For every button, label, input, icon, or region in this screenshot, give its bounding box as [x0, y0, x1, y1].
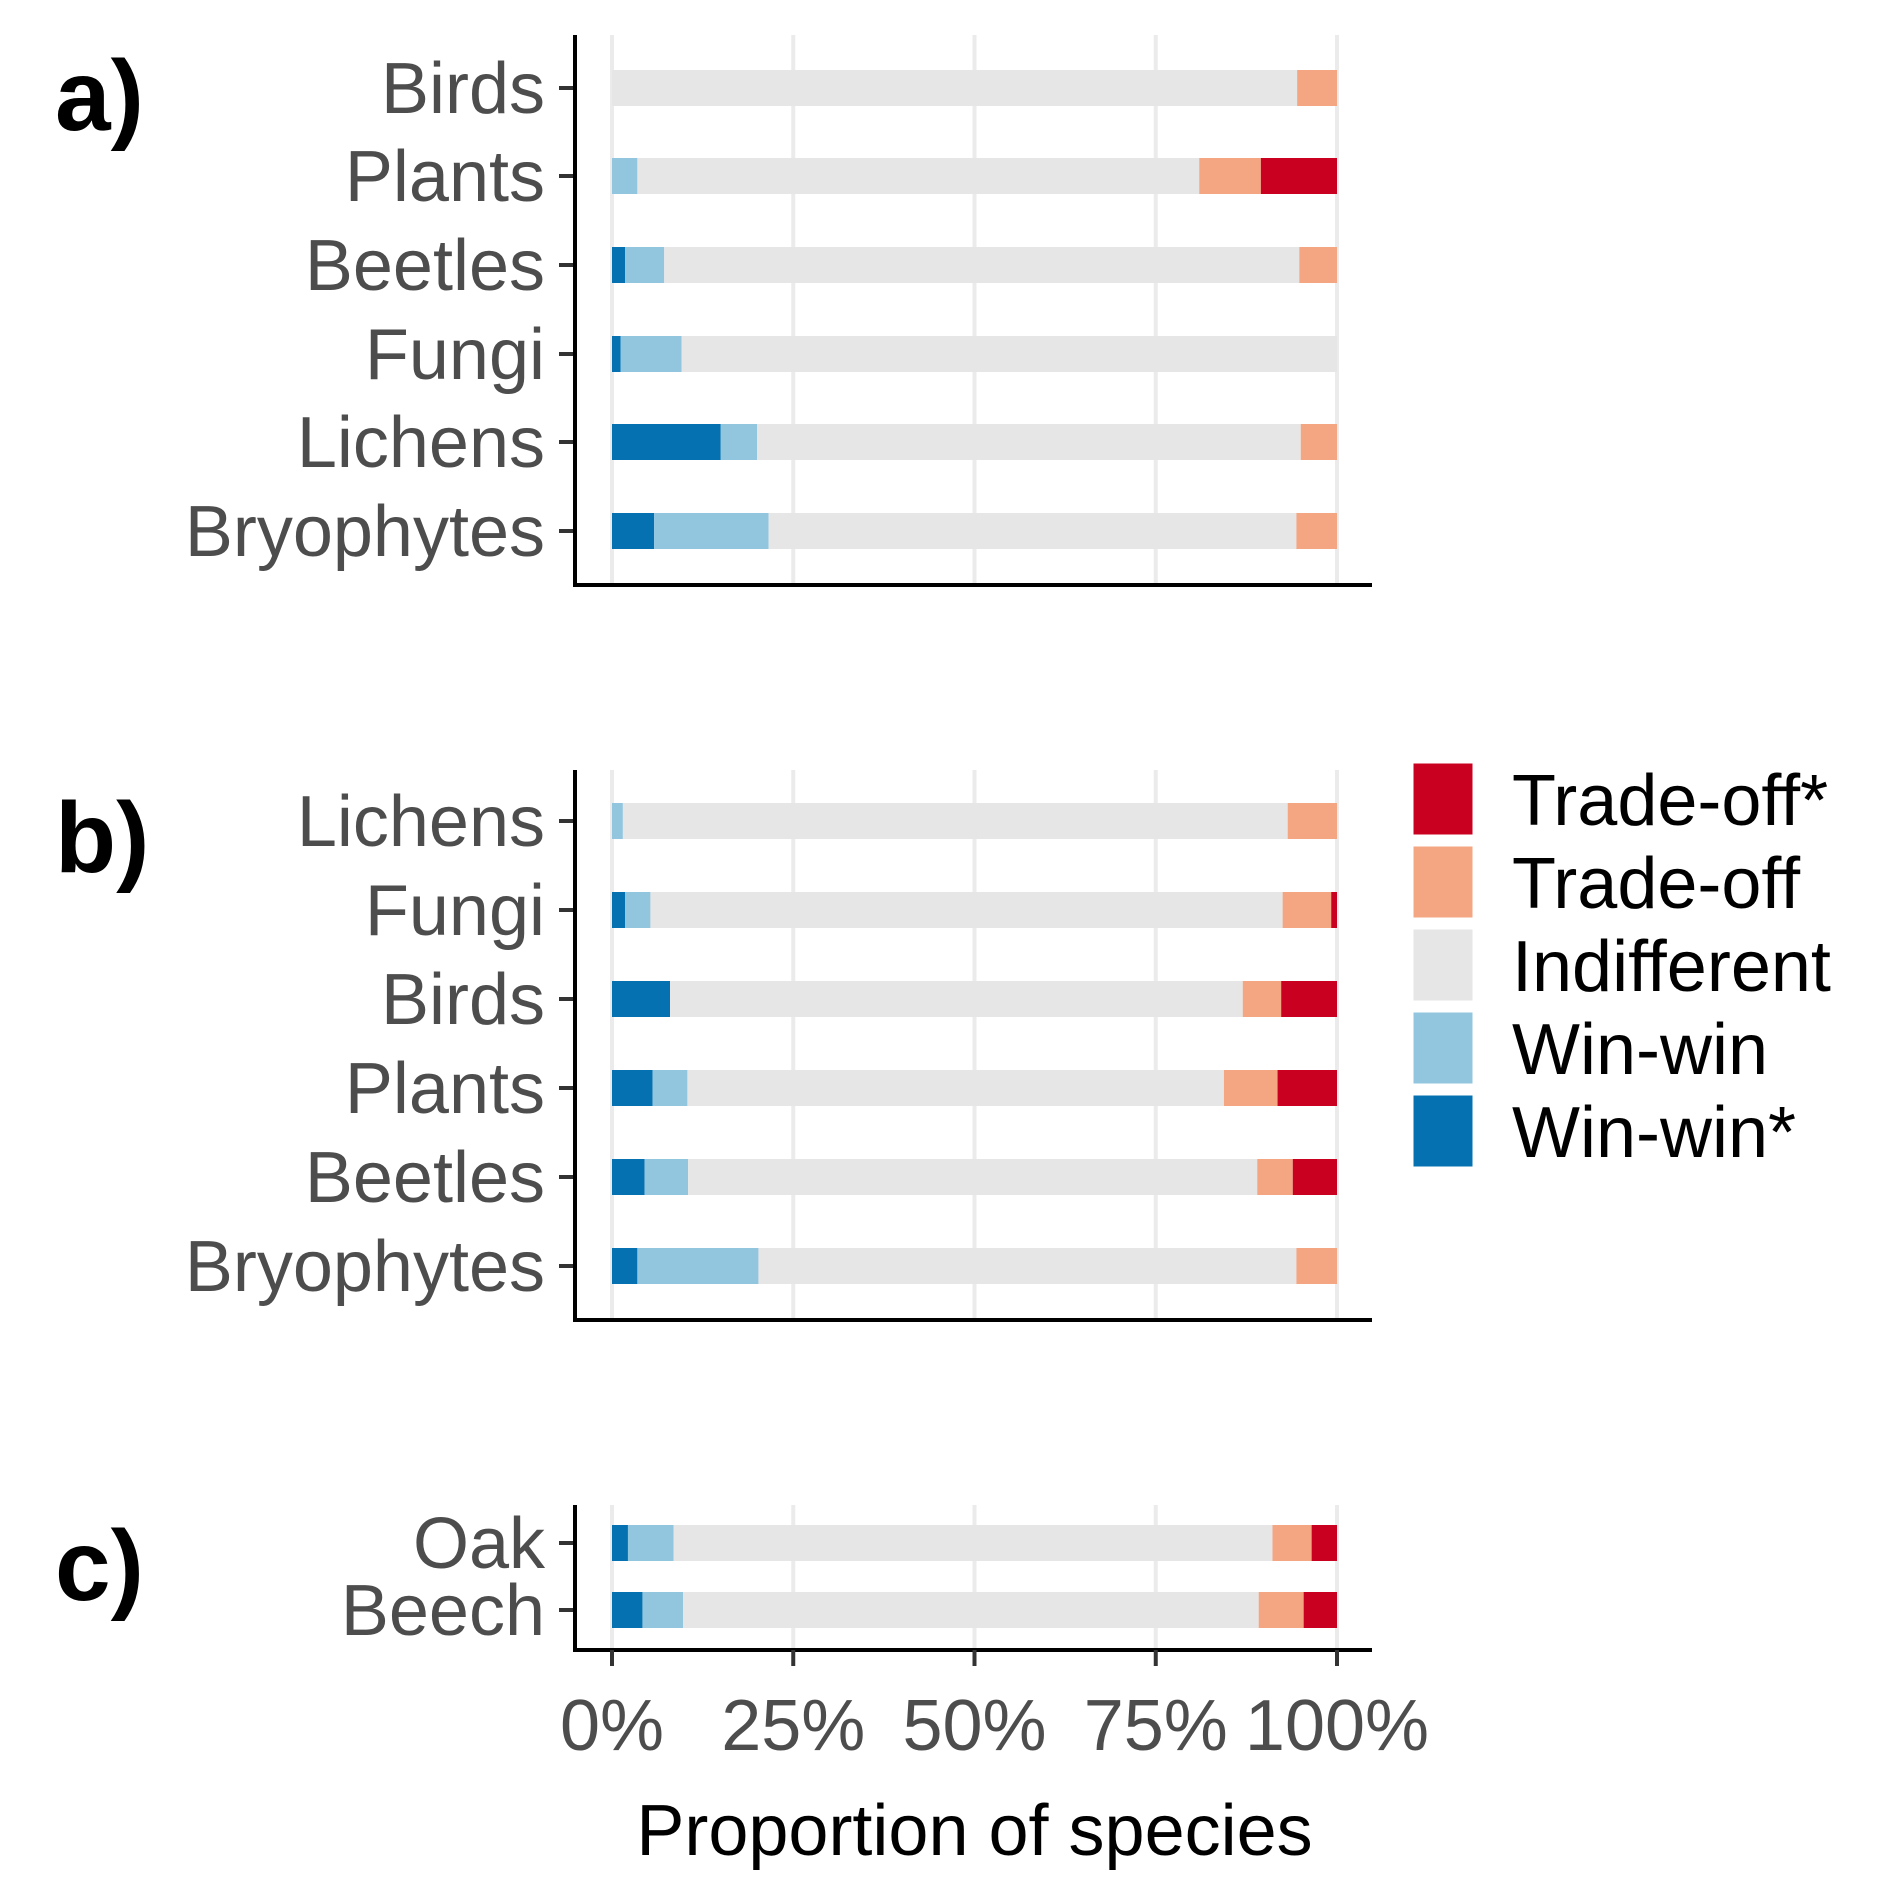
panel-a-bar-birds-trade-off — [1297, 70, 1337, 106]
panel-a-bar-beetles-win-win — [612, 247, 626, 283]
panel-b-category-label: Lichens — [297, 782, 545, 862]
panel-c-bar-beech-win-win — [642, 1592, 684, 1628]
panel-b-bar-plants-win-win — [612, 1070, 653, 1106]
panel-c-bar-beech-trade-off — [1303, 1592, 1337, 1628]
panel-b-bar-birds-trade-off — [1242, 981, 1282, 1017]
panel-b-bar-lichens-trade-off — [1287, 803, 1337, 839]
legend-swatch-trade-off — [1410, 843, 1476, 921]
panel-a-label: a) — [55, 40, 144, 152]
x-axis-title: Proportion of species — [636, 1791, 1312, 1871]
panel-c-label: c) — [55, 1510, 144, 1622]
x-tick-label: 0% — [560, 1686, 664, 1766]
panel-c-bar-oak-trade-off — [1311, 1525, 1337, 1561]
legend-label: Trade-off — [1512, 844, 1801, 924]
panel-b-label: b) — [55, 782, 149, 894]
panel-a-bar-plants-trade-off — [1260, 158, 1337, 194]
legend-swatch-win-win — [1410, 1092, 1476, 1170]
panel-a-bar-bryophytes-win-win — [654, 513, 769, 549]
panel-c-category-label: Beech — [341, 1571, 545, 1651]
panel-a-category-label: Plants — [345, 137, 545, 217]
panel-b-bar-fungi-win-win — [625, 892, 651, 928]
panel-c-bar-oak-indifferent — [673, 1525, 1273, 1561]
panel-c-bar-oak-win-win — [627, 1525, 674, 1561]
x-tick-label: 100% — [1245, 1686, 1429, 1766]
x-tick-label: 75% — [1084, 1686, 1228, 1766]
panel-a-category-label: Fungi — [365, 315, 545, 395]
panel-b-bar-plants-indifferent — [687, 1070, 1224, 1106]
panel-b-bar-beetles-trade-off — [1257, 1159, 1293, 1195]
legend-swatch-win-win — [1410, 1009, 1476, 1087]
panel-a-category-label: Bryophytes — [185, 492, 545, 572]
panel-a-bar-plants-trade-off — [1199, 158, 1261, 194]
panel-b-bar-bryophytes-win-win — [637, 1248, 759, 1284]
panel-b-bar-plants-win-win — [652, 1070, 688, 1106]
panel-c-bar-beech-win-win — [612, 1592, 643, 1628]
panel-b-category-label: Plants — [345, 1049, 545, 1129]
panel-b-category-label: Bryophytes — [185, 1227, 545, 1307]
panel-b-bar-beetles-trade-off — [1292, 1159, 1337, 1195]
panel-c-category-label: Oak — [413, 1504, 546, 1584]
panel-a-bar-bryophytes-win-win — [612, 513, 655, 549]
panel-a-bar-bryophytes-trade-off — [1296, 513, 1337, 549]
panel-a-category-label: Beetles — [305, 226, 545, 306]
panel-a-bar-birds-indifferent — [612, 70, 1298, 106]
panel-a-bar-plants-indifferent — [637, 158, 1200, 194]
panel-b-bar-fungi-win-win — [612, 892, 626, 928]
panel-b-category-label: Beetles — [305, 1138, 545, 1218]
panel-a-bar-lichens-trade-off — [1300, 424, 1337, 460]
panel-b-category-label: Fungi — [365, 871, 545, 951]
panel-c-bar-oak-trade-off — [1272, 1525, 1312, 1561]
legend-label: Trade-off* — [1512, 761, 1828, 841]
panel-b-category-label: Birds — [381, 960, 545, 1040]
panel-b-bar-fungi-indifferent — [650, 892, 1283, 928]
panel-c-bar-beech-trade-off — [1258, 1592, 1304, 1628]
panel-b-bar-plants-trade-off — [1277, 1070, 1337, 1106]
legend-label: Win-win — [1512, 1010, 1768, 1090]
legend-swatch-trade-off — [1410, 760, 1476, 838]
panel-a-bar-lichens-win-win — [720, 424, 757, 460]
panel-a-category-label: Birds — [381, 49, 545, 129]
panel-b-bar-beetles-win-win — [644, 1159, 689, 1195]
panel-a-bar-beetles-trade-off — [1299, 247, 1337, 283]
panel-a-bar-lichens-indifferent — [757, 424, 1301, 460]
x-tick-label: 25% — [721, 1686, 865, 1766]
panel-b-bar-fungi-trade-off — [1282, 892, 1332, 928]
panel-b-bar-lichens-indifferent — [622, 803, 1288, 839]
panel-b-bar-plants-trade-off — [1223, 1070, 1278, 1106]
panel-b-bar-fungi-trade-off — [1331, 892, 1337, 928]
panel-b-bar-beetles-win-win — [612, 1159, 645, 1195]
panel-a-bar-fungi-indifferent — [681, 336, 1337, 372]
x-tick-label: 50% — [902, 1686, 1046, 1766]
panel-a-bar-bryophytes-indifferent — [768, 513, 1297, 549]
panel-c-bar-oak-win-win — [612, 1525, 628, 1561]
panel-a-bar-plants-win-win — [612, 158, 638, 194]
panel-a-bar-fungi-win-win — [612, 336, 621, 372]
panel-b-bar-bryophytes-win-win — [612, 1248, 638, 1284]
panel-a-category-label: Lichens — [297, 403, 545, 483]
panel-b-bar-birds-indifferent — [670, 981, 1243, 1017]
panel-b-bar-bryophytes-indifferent — [758, 1248, 1297, 1284]
panel-a-bar-lichens-win-win — [612, 424, 721, 460]
panel-b-bar-bryophytes-trade-off — [1296, 1248, 1337, 1284]
legend-swatch-indifferent — [1410, 926, 1476, 1004]
panel-b-bar-beetles-indifferent — [688, 1159, 1258, 1195]
legend-label: Indifferent — [1512, 927, 1831, 1007]
panel-c-bar-beech-indifferent — [683, 1592, 1259, 1628]
panel-b-bar-birds-win-win — [612, 981, 670, 1017]
panel-a-bar-beetles-win-win — [625, 247, 665, 283]
panel-b-bar-birds-trade-off — [1281, 981, 1337, 1017]
panel-a-bar-fungi-win-win — [620, 336, 682, 372]
legend-label: Win-win* — [1512, 1093, 1796, 1173]
panel-b-bar-lichens-win-win — [612, 803, 623, 839]
panel-a-bar-beetles-indifferent — [664, 247, 1300, 283]
